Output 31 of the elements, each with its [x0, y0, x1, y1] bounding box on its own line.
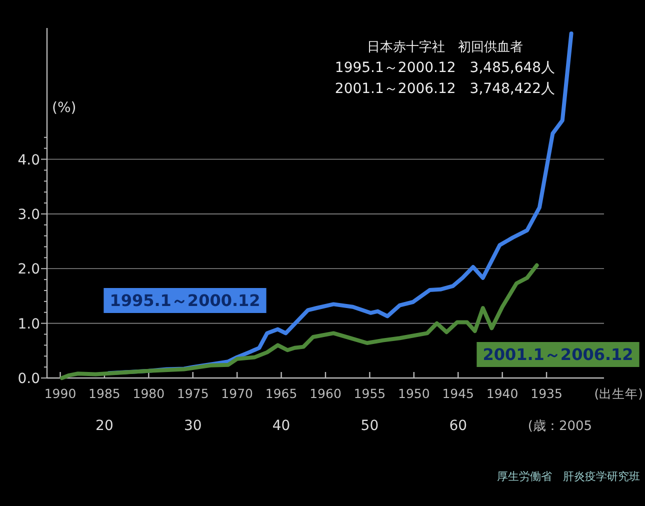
- annotation: 厚生労働省 肝炎疫学研究班: [497, 470, 640, 483]
- annotation: 2001.1～2006.12 3,748,422人: [334, 81, 556, 97]
- xtick-label: 1955: [354, 386, 386, 401]
- xtick-label: 1945: [442, 386, 474, 401]
- xtick-label: 1940: [486, 386, 518, 401]
- x2tick-label: 20: [96, 418, 114, 434]
- xtick-label: 1985: [88, 386, 120, 401]
- series-label: 2001.1～2006.12: [482, 345, 634, 364]
- x2tick-label: 50: [360, 418, 379, 434]
- ytick-label: 2.0: [18, 262, 40, 278]
- ytick-label: 3.0: [18, 206, 40, 223]
- x2tick-label: 30: [184, 418, 202, 434]
- xtick-label: 1965: [265, 386, 298, 401]
- xtick-label: 1990: [44, 386, 76, 401]
- ytick-label: 4.0: [18, 152, 40, 168]
- annotation: 1995.1～2000.12 3,485,648人: [334, 60, 556, 76]
- ylabel: (%): [52, 100, 76, 116]
- annotation: 日本赤十字社 初回供血者: [367, 40, 523, 55]
- xtick-label: 1935: [530, 386, 562, 401]
- x2tick-label: 40: [272, 418, 290, 434]
- xlabel: (出生年): [594, 386, 643, 401]
- xtick-label: 1975: [176, 386, 209, 401]
- ytick-label: 0.0: [18, 371, 40, 387]
- xtick-label: 1970: [221, 386, 253, 401]
- x2tick-label: 60: [449, 418, 468, 434]
- xtick-label: 1950: [398, 386, 430, 401]
- x2label: (歳：2005: [528, 419, 592, 434]
- xtick-label: 1960: [310, 386, 342, 401]
- ytick-label: 1.0: [18, 316, 40, 332]
- series-label: 1995.1～2000.12: [110, 291, 260, 310]
- xtick-label: 1980: [132, 386, 165, 401]
